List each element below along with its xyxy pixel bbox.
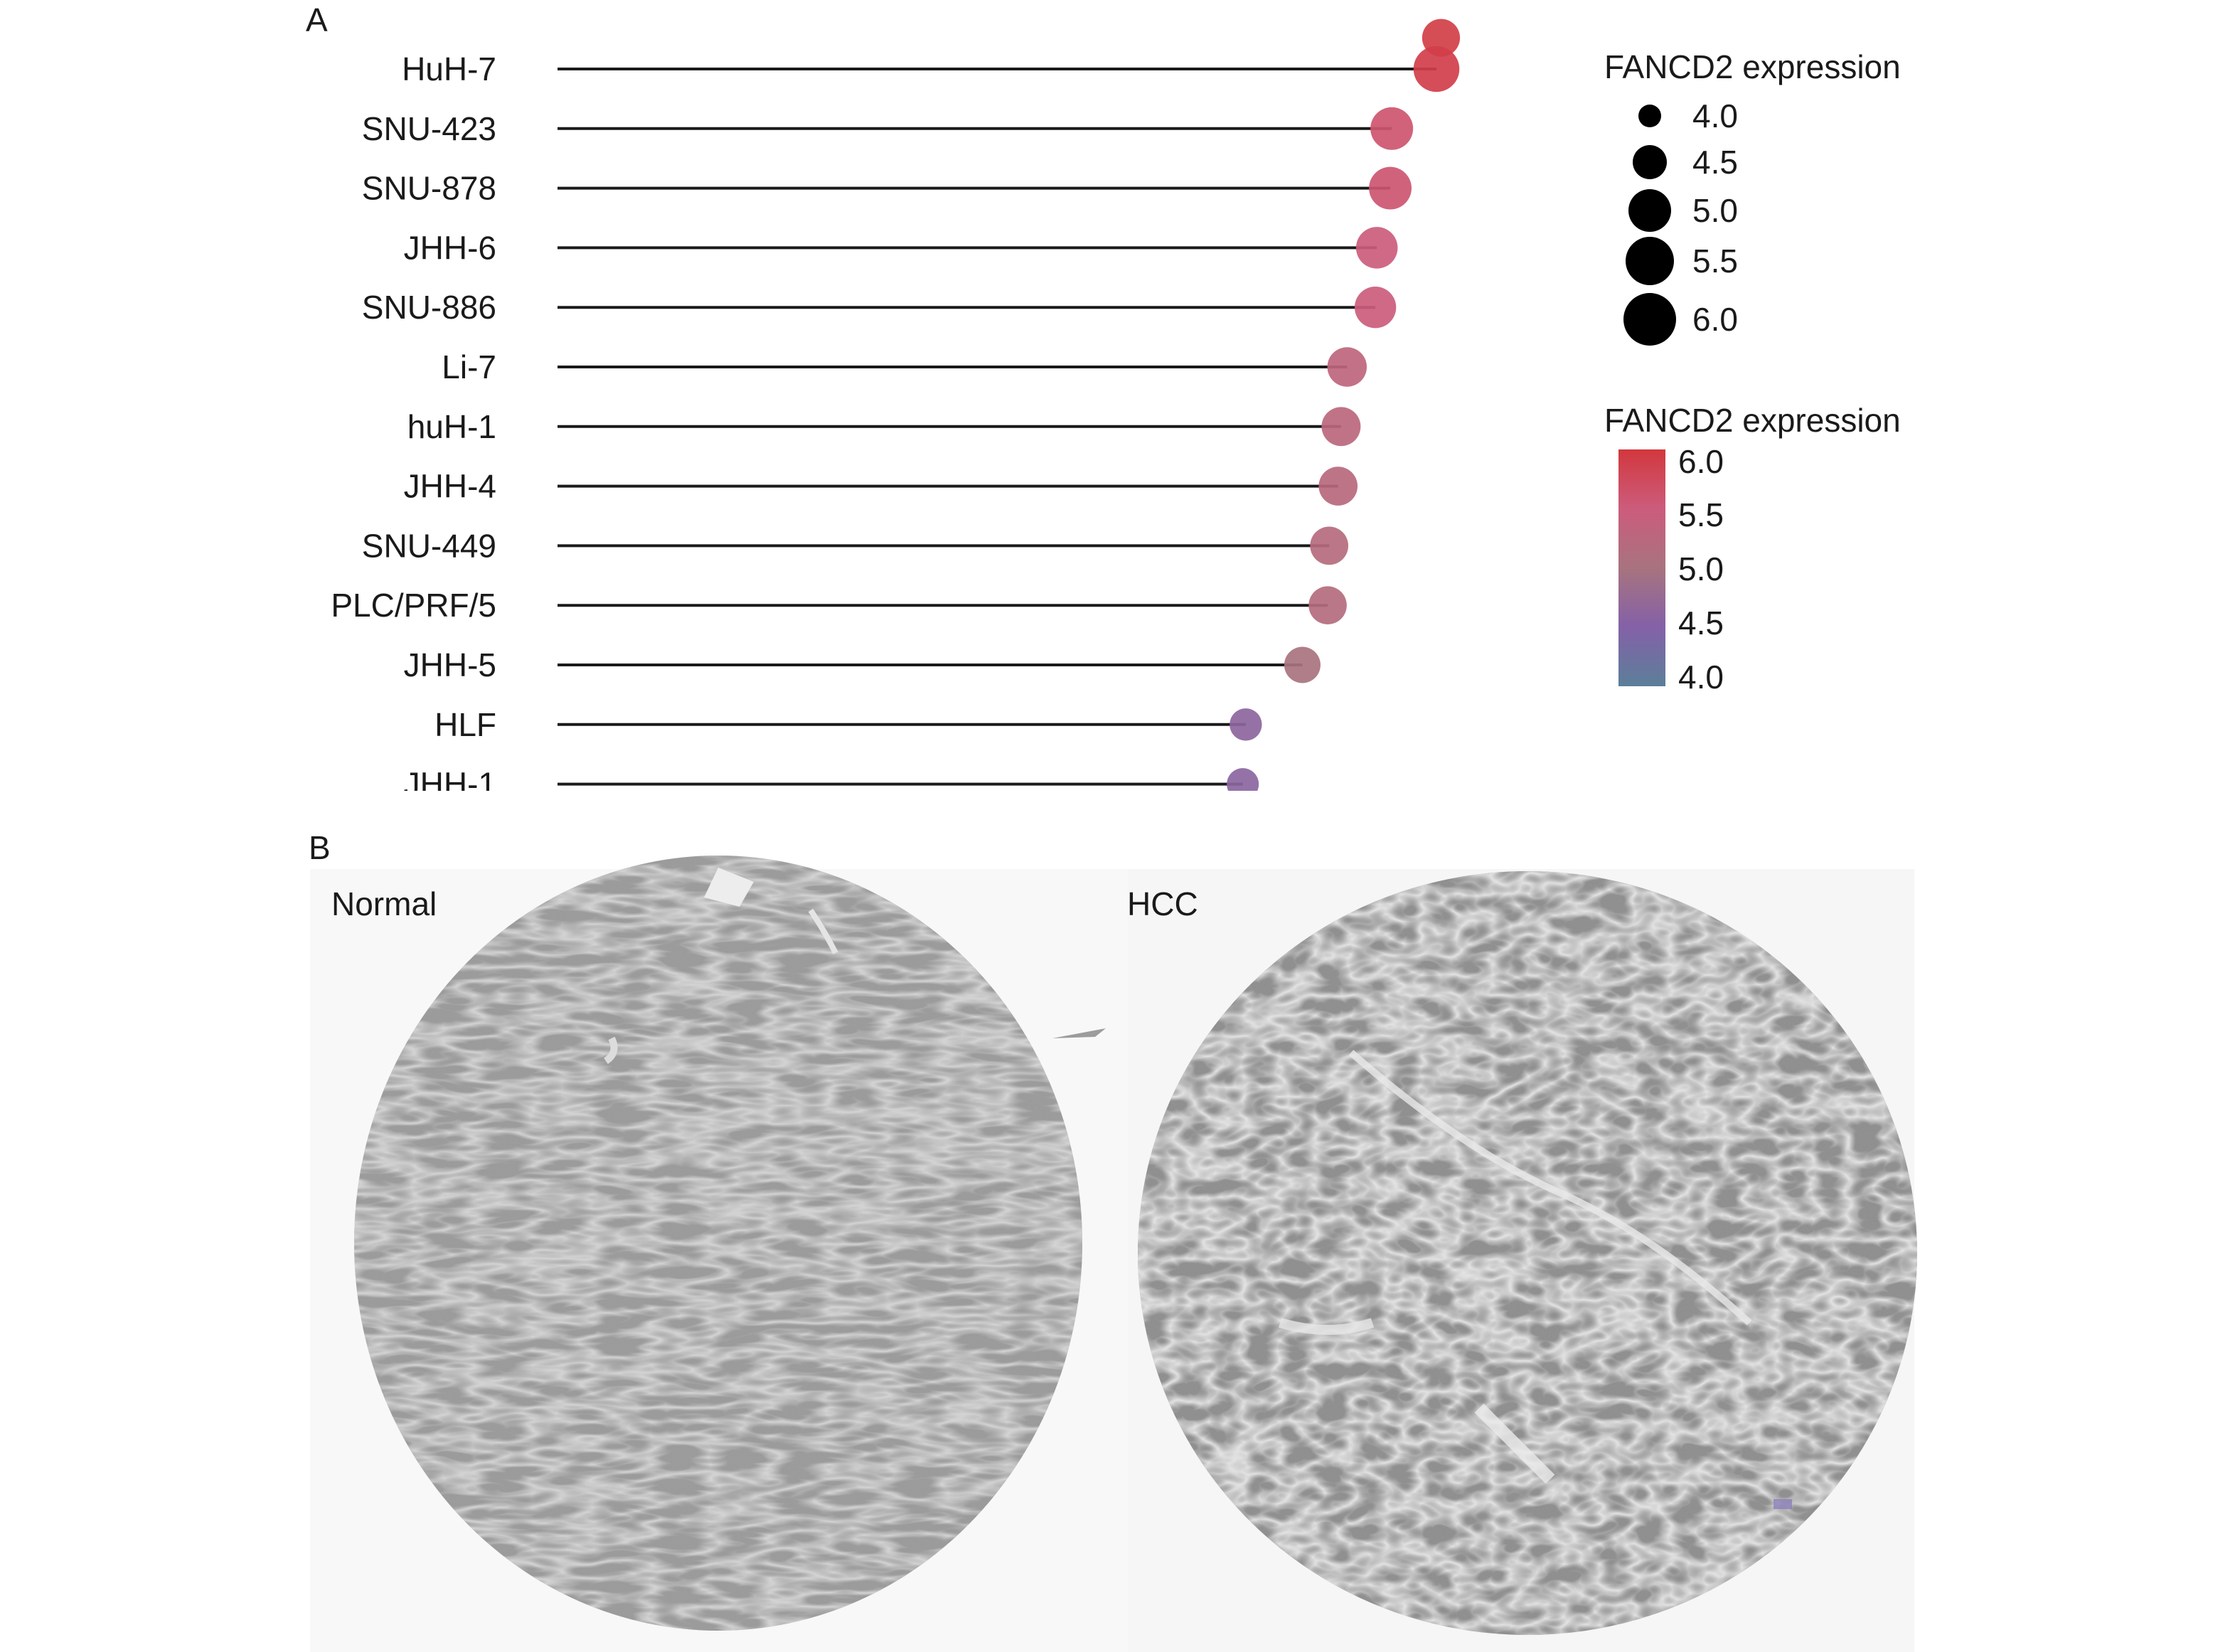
lollipop-point: [1370, 107, 1414, 150]
lollipop-point: [1369, 166, 1412, 210]
size-legend-dot: [1626, 237, 1674, 285]
size-legend-dot: [1628, 189, 1671, 232]
normal-image-label: Normal: [331, 885, 437, 922]
color-legend-tick-label: 6.0: [1678, 443, 1724, 480]
size-legend-title: FANCD2 expression: [1604, 48, 1901, 85]
hcc-tissue-core: [1138, 871, 1917, 1635]
lollipop-point: [1321, 407, 1361, 447]
size-legend-label: 4.5: [1692, 144, 1738, 181]
lollipop-point: [1230, 708, 1262, 741]
lollipop-point: [1355, 227, 1398, 269]
color-legend-tick-label: 5.0: [1678, 550, 1724, 587]
category-label: HLF: [434, 706, 496, 743]
color-legend-tick-label: 5.5: [1678, 496, 1724, 533]
size-legend-dot: [1633, 145, 1667, 179]
lollipop-point: [1327, 347, 1367, 387]
size-legend-dot: [1623, 293, 1676, 346]
hcc-image-label: HCC: [1127, 885, 1198, 922]
lollipop-point: [1227, 768, 1259, 791]
category-label: Li-7: [442, 348, 496, 385]
category-label: SNU-886: [362, 289, 496, 326]
category-label: JHH-4: [404, 468, 496, 505]
lollipop-point: [1310, 526, 1349, 565]
size-legend-label: 5.5: [1692, 243, 1738, 279]
size-legend: FANCD2 expression 4.0 4.5 5.0 5.5 6.0: [1604, 48, 1901, 346]
color-legend: FANCD2 expression 6.0 5.5 5.0 4.5 4.0: [1604, 402, 1901, 696]
panel-a-label: A: [306, 1, 328, 38]
size-legend-dot: [1638, 105, 1661, 127]
category-label: SNU-878: [362, 170, 496, 207]
category-label: JHH-5: [404, 646, 496, 683]
color-legend-tick-label: 4.0: [1678, 659, 1724, 696]
category-label: HuH-7: [402, 50, 496, 87]
category-label: JHH-6: [404, 229, 496, 266]
size-legend-label: 5.0: [1692, 192, 1738, 229]
category-label: PLC/PRF/5: [331, 587, 496, 624]
normal-tissue-core: [354, 856, 1106, 1631]
category-label: huH-1: [407, 408, 496, 445]
color-legend-tick-label: 4.5: [1678, 604, 1724, 641]
panel-b-label: B: [309, 829, 331, 866]
size-legend-label: 6.0: [1692, 301, 1738, 338]
category-label: SNU-423: [362, 110, 496, 147]
color-legend-title: FANCD2 expression: [1604, 402, 1901, 439]
size-legend-label: 4.0: [1692, 97, 1738, 134]
colorbar: [1618, 449, 1665, 686]
lollipop-point: [1354, 287, 1397, 329]
category-label: JHH-1: [404, 766, 496, 803]
category-label: SNU-449: [362, 527, 496, 564]
lollipop-point: [1318, 467, 1358, 506]
lollipop-point: [1308, 586, 1347, 624]
lollipop-chart: HuH-7 SNU-423 SNU-878 JHH-6 SNU-886 Li-7 huH-1…: [331, 18, 1461, 803]
lollipop-point: [1413, 46, 1460, 92]
lollipop-point: [1284, 646, 1321, 683]
